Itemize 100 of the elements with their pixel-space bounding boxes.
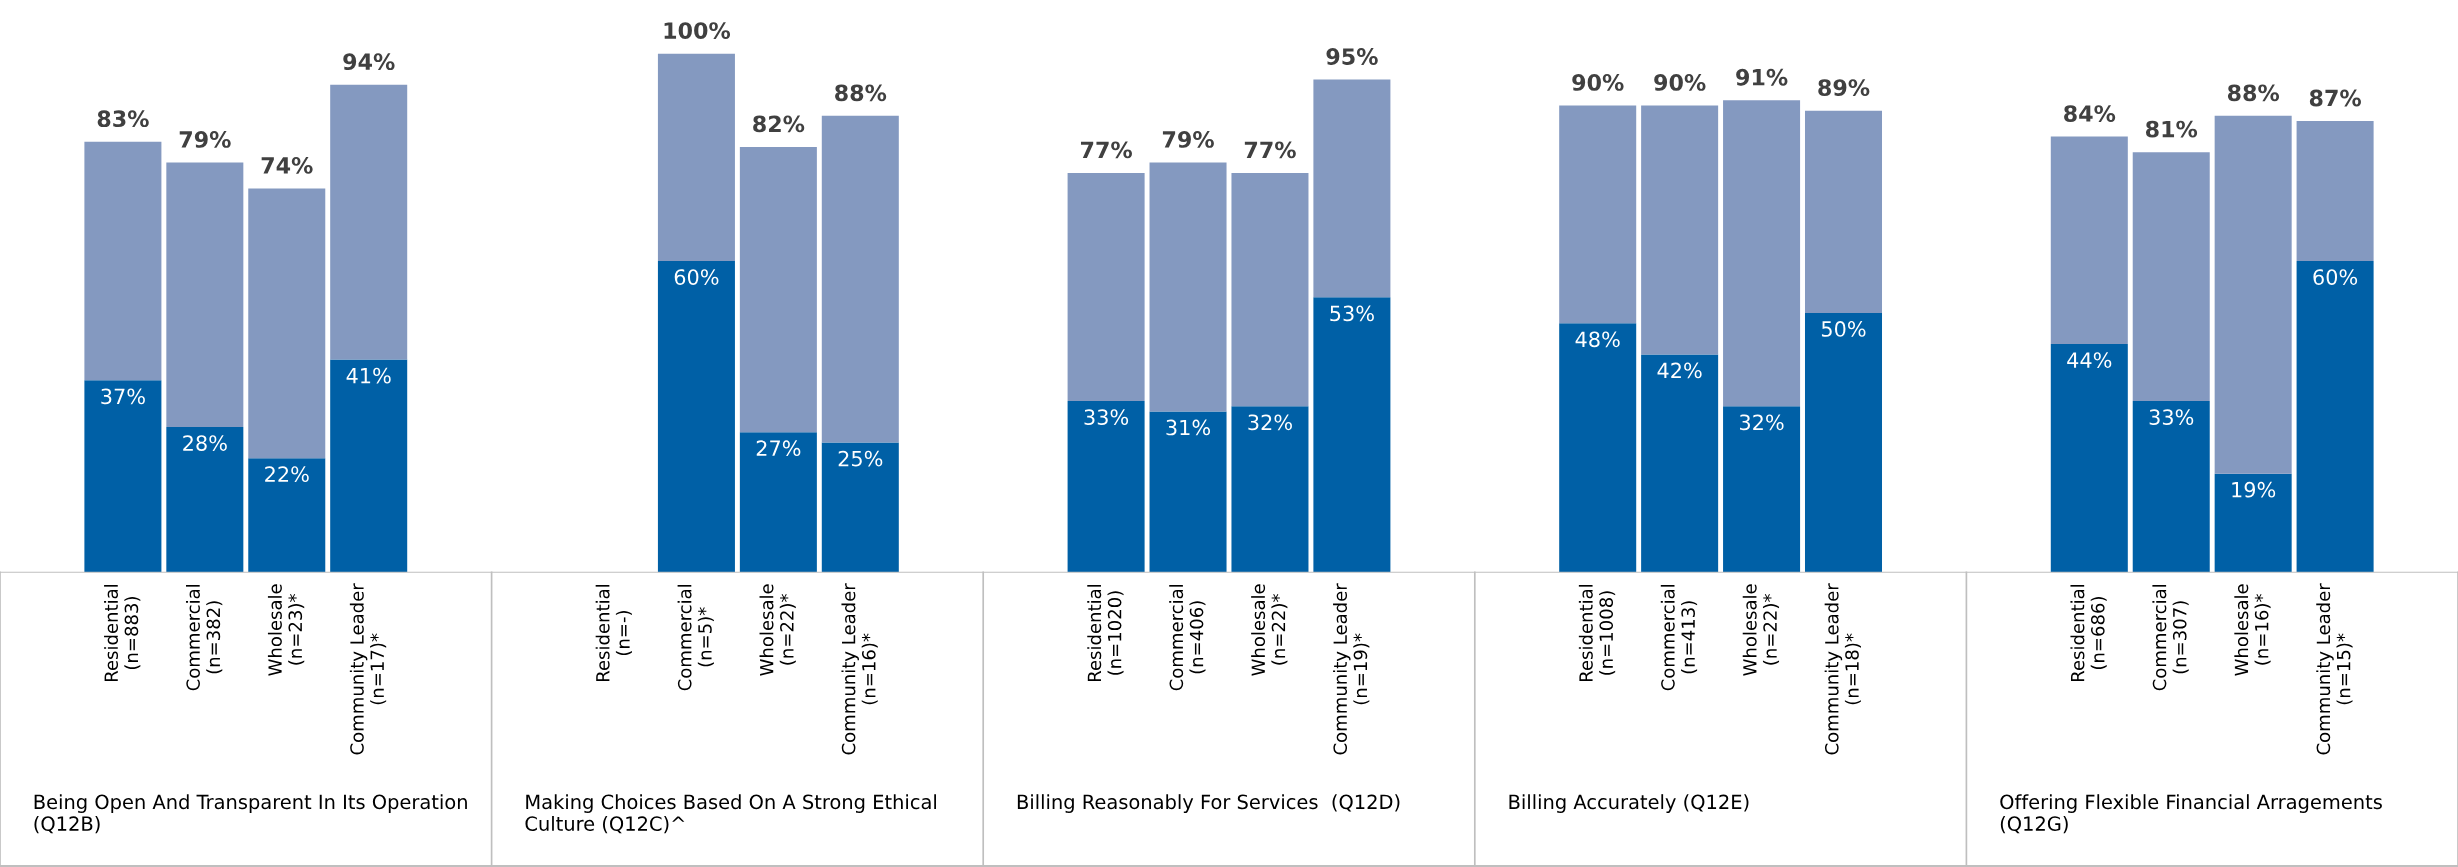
- x-tick-label: Commercial (n=413): [1660, 585, 1698, 691]
- bar: [1559, 105, 1637, 324]
- x-tick-label: Wholesale (n=22)*: [1251, 584, 1288, 676]
- data-label: 60%: [2313, 269, 2358, 285]
- text: Being Open And Transparent In Its Operation (Q12B): [34, 794, 467, 834]
- bar: [1723, 406, 1801, 573]
- data-label: 60%: [674, 269, 719, 285]
- x-tick-label: Residential (n=686): [2070, 585, 2107, 682]
- bar: [1231, 406, 1309, 573]
- bar: [2050, 136, 2128, 345]
- x-tick-label: Commercial (n=5)*: [677, 585, 714, 691]
- x-tick-label: Residential (n=883): [104, 585, 141, 682]
- bar: [1313, 297, 1391, 573]
- x-tick-label: Residential (n=1008): [1578, 585, 1616, 682]
- total-label: 94%: [343, 53, 395, 71]
- bar: [821, 442, 899, 573]
- bar: [166, 427, 244, 573]
- bar: [2132, 152, 2210, 402]
- bar: [2050, 344, 2128, 573]
- total-label: 82%: [753, 115, 805, 133]
- bar: [84, 380, 162, 573]
- total-label: 87%: [2309, 89, 2361, 107]
- bar: [166, 162, 244, 428]
- data-label: 53%: [1330, 305, 1374, 322]
- bar: [1804, 312, 1883, 573]
- bar: [2296, 261, 2374, 573]
- bar: [330, 84, 408, 360]
- bar: [2214, 473, 2292, 573]
- bar: [330, 359, 408, 573]
- total-label: 79%: [1162, 131, 1214, 148]
- total-label: 89%: [1818, 79, 1870, 97]
- bar: [821, 115, 899, 443]
- data-label: 32%: [1248, 414, 1292, 431]
- total-label: 91%: [1736, 68, 1788, 86]
- total-label: 74%: [261, 156, 313, 174]
- text: Offering Flexible Financial Arragements (Q12G): [2000, 794, 2382, 834]
- bar: [2214, 115, 2292, 474]
- x-tick-label: Community Leader (n=16)*: [841, 583, 878, 755]
- data-label: 37%: [101, 388, 145, 405]
- total-label: 100%: [664, 22, 731, 39]
- bar: [2132, 401, 2210, 573]
- data-label: 32%: [1740, 414, 1784, 431]
- data-label: 22%: [265, 466, 309, 483]
- bar: [248, 458, 326, 573]
- text: Making Choices Based On A Strong Ethical Culture (Q12C)^: [525, 794, 936, 834]
- data-label: 25%: [838, 450, 883, 467]
- x-tick-label: Wholesale (n=22)*: [759, 584, 796, 676]
- total-label: 84%: [2064, 105, 2116, 122]
- bar: [84, 141, 162, 381]
- x-tick-label: Community Leader (n=15)*: [2316, 583, 2353, 755]
- bar: [657, 53, 735, 262]
- bar: [1149, 411, 1227, 573]
- bar: [1641, 354, 1719, 573]
- x-tick-label: Commercial (n=382): [185, 585, 223, 691]
- data-label: 42%: [1657, 362, 1702, 379]
- total-label: 88%: [835, 84, 887, 102]
- bar: [739, 146, 817, 433]
- x-tick-label: Wholesale (n=16)*: [2234, 584, 2271, 676]
- total-label: 88%: [2227, 84, 2280, 102]
- data-label: 50%: [1821, 321, 1866, 337]
- bar: [1723, 100, 1801, 407]
- x-tick-label: Community Leader (n=17)*: [349, 583, 387, 755]
- text: Billing Reasonably For Services (Q12D): [1017, 794, 1400, 813]
- total-label: 77%: [1080, 141, 1132, 159]
- bar: [1804, 110, 1883, 313]
- data-label: 27%: [756, 440, 801, 457]
- bar: [1641, 105, 1719, 355]
- data-label: 48%: [1575, 331, 1620, 348]
- bar: [1067, 172, 1145, 402]
- data-label: 19%: [2232, 481, 2276, 498]
- total-label: 81%: [2146, 120, 2198, 138]
- x-tick-label: Community Leader (n=19)*: [1333, 583, 1370, 755]
- bar: [739, 432, 817, 573]
- data-label: 28%: [183, 435, 227, 451]
- total-label: 90%: [1654, 74, 1706, 91]
- bar: [657, 261, 735, 573]
- text: Billing Accurately (Q12E): [1509, 794, 1749, 813]
- bar: [248, 188, 326, 459]
- data-label: 31%: [1166, 419, 1211, 436]
- total-label: 79%: [179, 131, 231, 148]
- bar: [1559, 323, 1637, 573]
- x-tick-label: Residential (n=1020): [1087, 585, 1124, 682]
- data-label: 41%: [346, 367, 391, 384]
- bar: [1313, 79, 1391, 298]
- total-label: 83%: [97, 110, 149, 128]
- bar: [1231, 172, 1309, 407]
- x-tick-label: Wholesale (n=23)*: [267, 584, 305, 676]
- x-tick-label: Community Leader (n=18)*: [1824, 583, 1861, 755]
- data-label: 44%: [2067, 352, 2112, 368]
- x-tick-label: Wholesale (n=22)*: [1742, 584, 1780, 676]
- x-tick-label: Residential (n=-): [595, 585, 632, 682]
- data-label: 33%: [1084, 409, 1129, 425]
- x-tick-label: Commercial (n=406): [1169, 585, 1206, 691]
- total-label: 95%: [1326, 48, 1378, 65]
- bar: [1067, 401, 1145, 573]
- bar: [2296, 121, 2374, 262]
- bar: [1149, 162, 1227, 412]
- total-label: 77%: [1244, 141, 1296, 159]
- total-label: 90%: [1572, 74, 1624, 91]
- x-tick-label: Commercial (n=307): [2152, 585, 2189, 691]
